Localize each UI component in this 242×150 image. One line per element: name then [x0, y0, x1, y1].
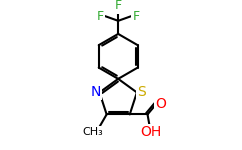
Text: OH: OH — [140, 125, 161, 139]
Text: S: S — [137, 84, 146, 99]
Text: F: F — [115, 0, 122, 12]
Text: CH₃: CH₃ — [82, 127, 103, 137]
Text: N: N — [91, 84, 101, 99]
Text: O: O — [155, 97, 166, 111]
Text: F: F — [97, 10, 104, 23]
Text: F: F — [132, 10, 140, 23]
